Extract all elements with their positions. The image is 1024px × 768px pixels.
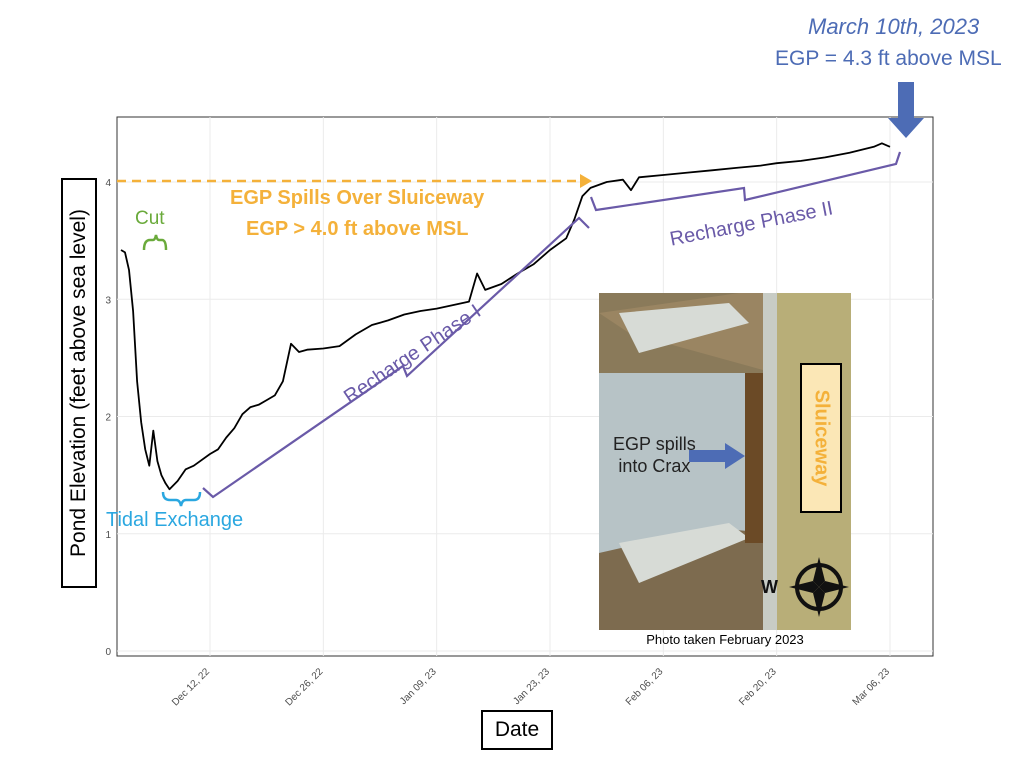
tidal-exchange-label: Tidal Exchange <box>106 509 244 531</box>
cut-label: Cut <box>135 208 165 229</box>
y-tick-label: 4 <box>105 178 111 189</box>
y-axis-label: Pond Elevation (feet above sea level) <box>67 209 90 557</box>
y-tick-label: 3 <box>105 295 111 306</box>
sluiceway-label: Sluiceway <box>810 389 833 487</box>
photo-spill-label: EGP spills into Crax <box>613 434 696 476</box>
spill-arrowhead <box>580 174 592 188</box>
spill-annotation-line2: EGP > 4.0 ft above MSL <box>246 218 469 240</box>
tidal-bracket <box>161 491 202 507</box>
x-tick-label: Dec 26, 22 <box>283 666 325 708</box>
series-line-pond-elevation <box>120 142 891 491</box>
compass-west-label: W <box>761 577 778 597</box>
phase2-bracket <box>589 151 902 212</box>
y-tick-label: 1 <box>105 530 111 541</box>
y-axis-label-box: Pond Elevation (feet above sea level) <box>61 178 97 588</box>
compass-rose-icon <box>789 557 849 617</box>
x-tick-label: Jan 09, 23 <box>398 666 439 707</box>
phase1-bracket <box>202 216 590 499</box>
x-tick-label: Feb 06, 23 <box>624 666 666 708</box>
spill-direction-arrow <box>689 443 745 469</box>
y-tick-label: 2 <box>105 413 111 424</box>
spill-annotation-line1: EGP Spills Over Sluiceway <box>230 187 485 209</box>
photo-caption: Photo taken February 2023 <box>646 632 804 647</box>
sluiceway-label-box: Sluiceway <box>800 363 842 513</box>
x-tick-label: Jan 23, 23 <box>511 666 552 707</box>
egp-value-callout: EGP = 4.3 ft above MSL <box>775 47 1002 70</box>
y-tick-label: 0 <box>105 647 111 658</box>
x-tick-label: Mar 06, 23 <box>851 666 893 708</box>
cut-bracket <box>142 234 168 251</box>
x-axis-label: Date <box>481 710 553 750</box>
x-tick-label: Feb 20, 23 <box>737 666 779 708</box>
date-callout: March 10th, 2023 <box>808 14 980 39</box>
x-tick-label: Dec 12, 22 <box>170 666 212 708</box>
callout-down-arrow <box>888 82 924 138</box>
